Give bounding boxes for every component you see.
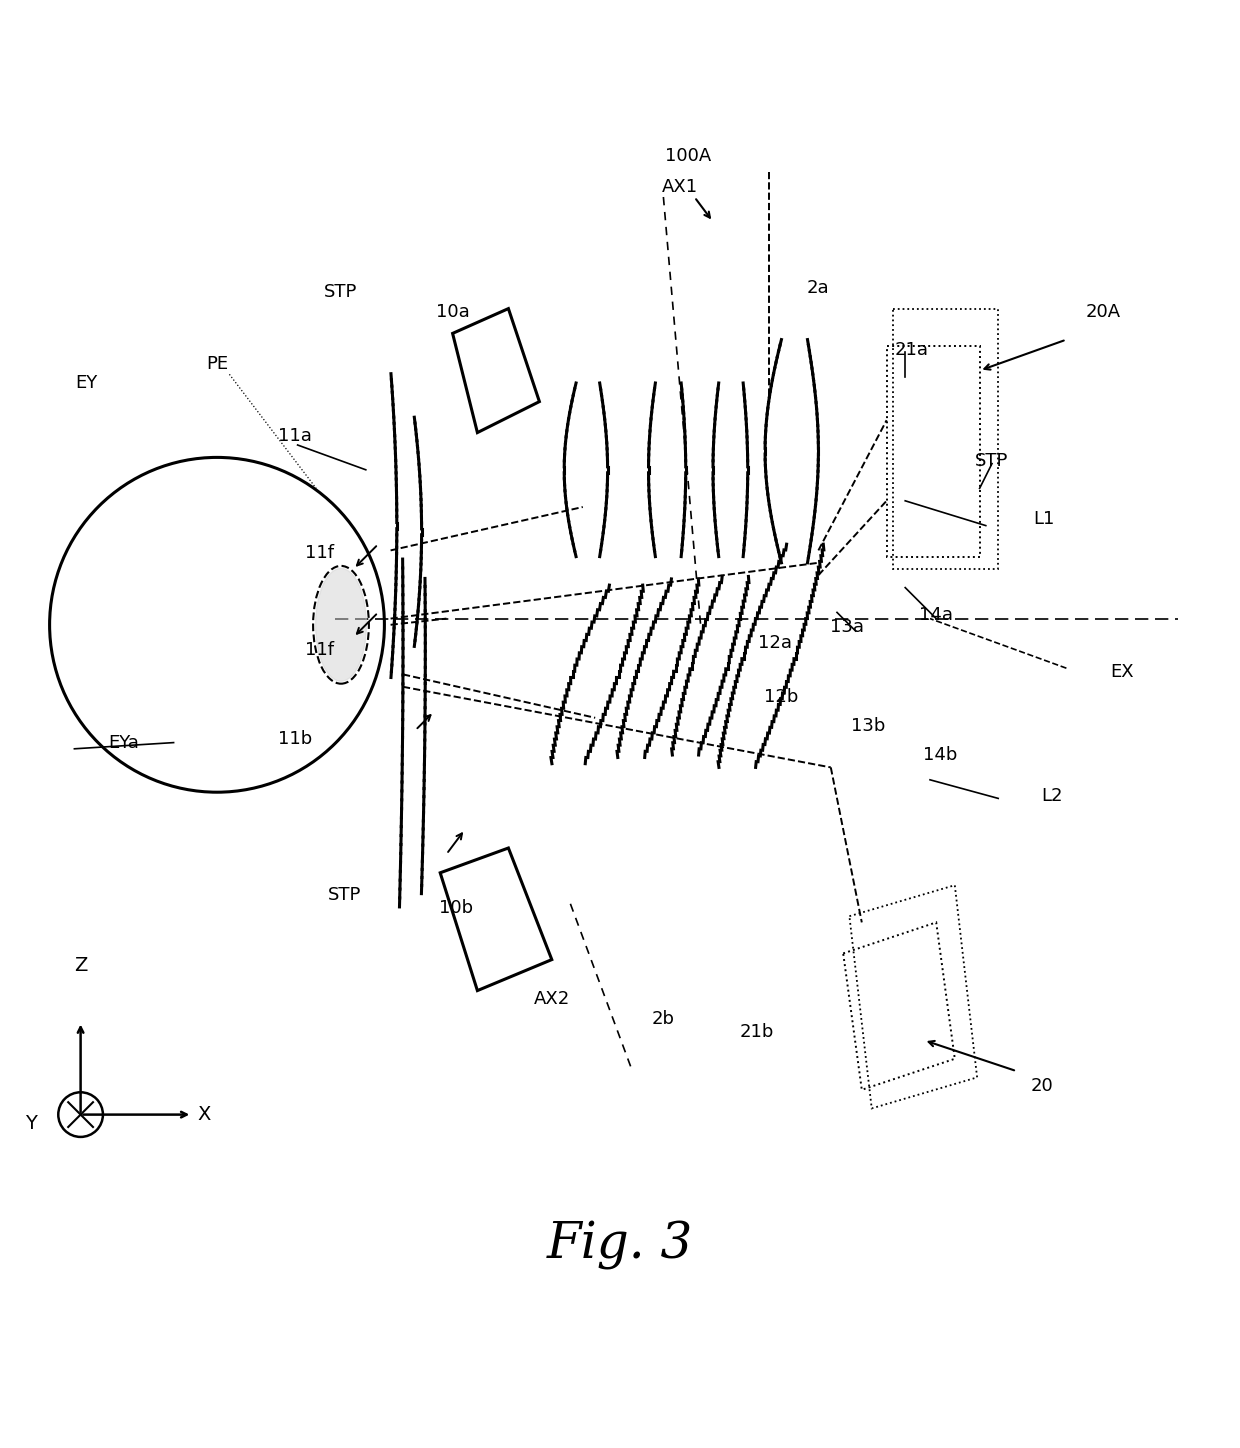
Text: 10a: 10a (435, 303, 470, 321)
Text: 100A: 100A (665, 148, 712, 165)
Text: STP: STP (329, 886, 361, 904)
Text: STP: STP (976, 452, 1008, 471)
Text: 21b: 21b (739, 1022, 774, 1041)
Text: EX: EX (1110, 663, 1135, 681)
Text: 11f: 11f (305, 640, 335, 659)
Text: 2a: 2a (807, 278, 830, 297)
Text: 2b: 2b (652, 1011, 675, 1028)
Text: X: X (198, 1105, 211, 1124)
Text: 12a: 12a (758, 634, 792, 653)
Text: Fig. 3: Fig. 3 (547, 1221, 693, 1270)
Text: 13a: 13a (830, 618, 864, 636)
Text: 20: 20 (1030, 1077, 1053, 1095)
Text: 10b: 10b (439, 899, 474, 917)
Text: AX2: AX2 (533, 990, 570, 1008)
Text: 20A: 20A (1086, 303, 1121, 321)
Text: AX1: AX1 (661, 178, 698, 195)
Text: Z: Z (74, 956, 87, 976)
Text: STP: STP (325, 284, 357, 301)
Text: 14a: 14a (919, 605, 954, 624)
Text: EYa: EYa (109, 734, 139, 752)
Text: 13b: 13b (851, 717, 885, 736)
Text: 11f: 11f (305, 544, 335, 562)
Text: 21a: 21a (894, 340, 929, 359)
Text: PE: PE (206, 355, 228, 374)
Text: 14b: 14b (923, 746, 957, 765)
Text: EY: EY (76, 374, 98, 392)
Text: 11b: 11b (278, 730, 312, 747)
Text: Y: Y (25, 1114, 37, 1132)
Text: L1: L1 (1033, 510, 1055, 529)
Ellipse shape (315, 569, 367, 681)
Text: 12b: 12b (764, 688, 799, 705)
Text: 11a: 11a (278, 427, 312, 446)
Text: L2: L2 (1040, 786, 1063, 805)
